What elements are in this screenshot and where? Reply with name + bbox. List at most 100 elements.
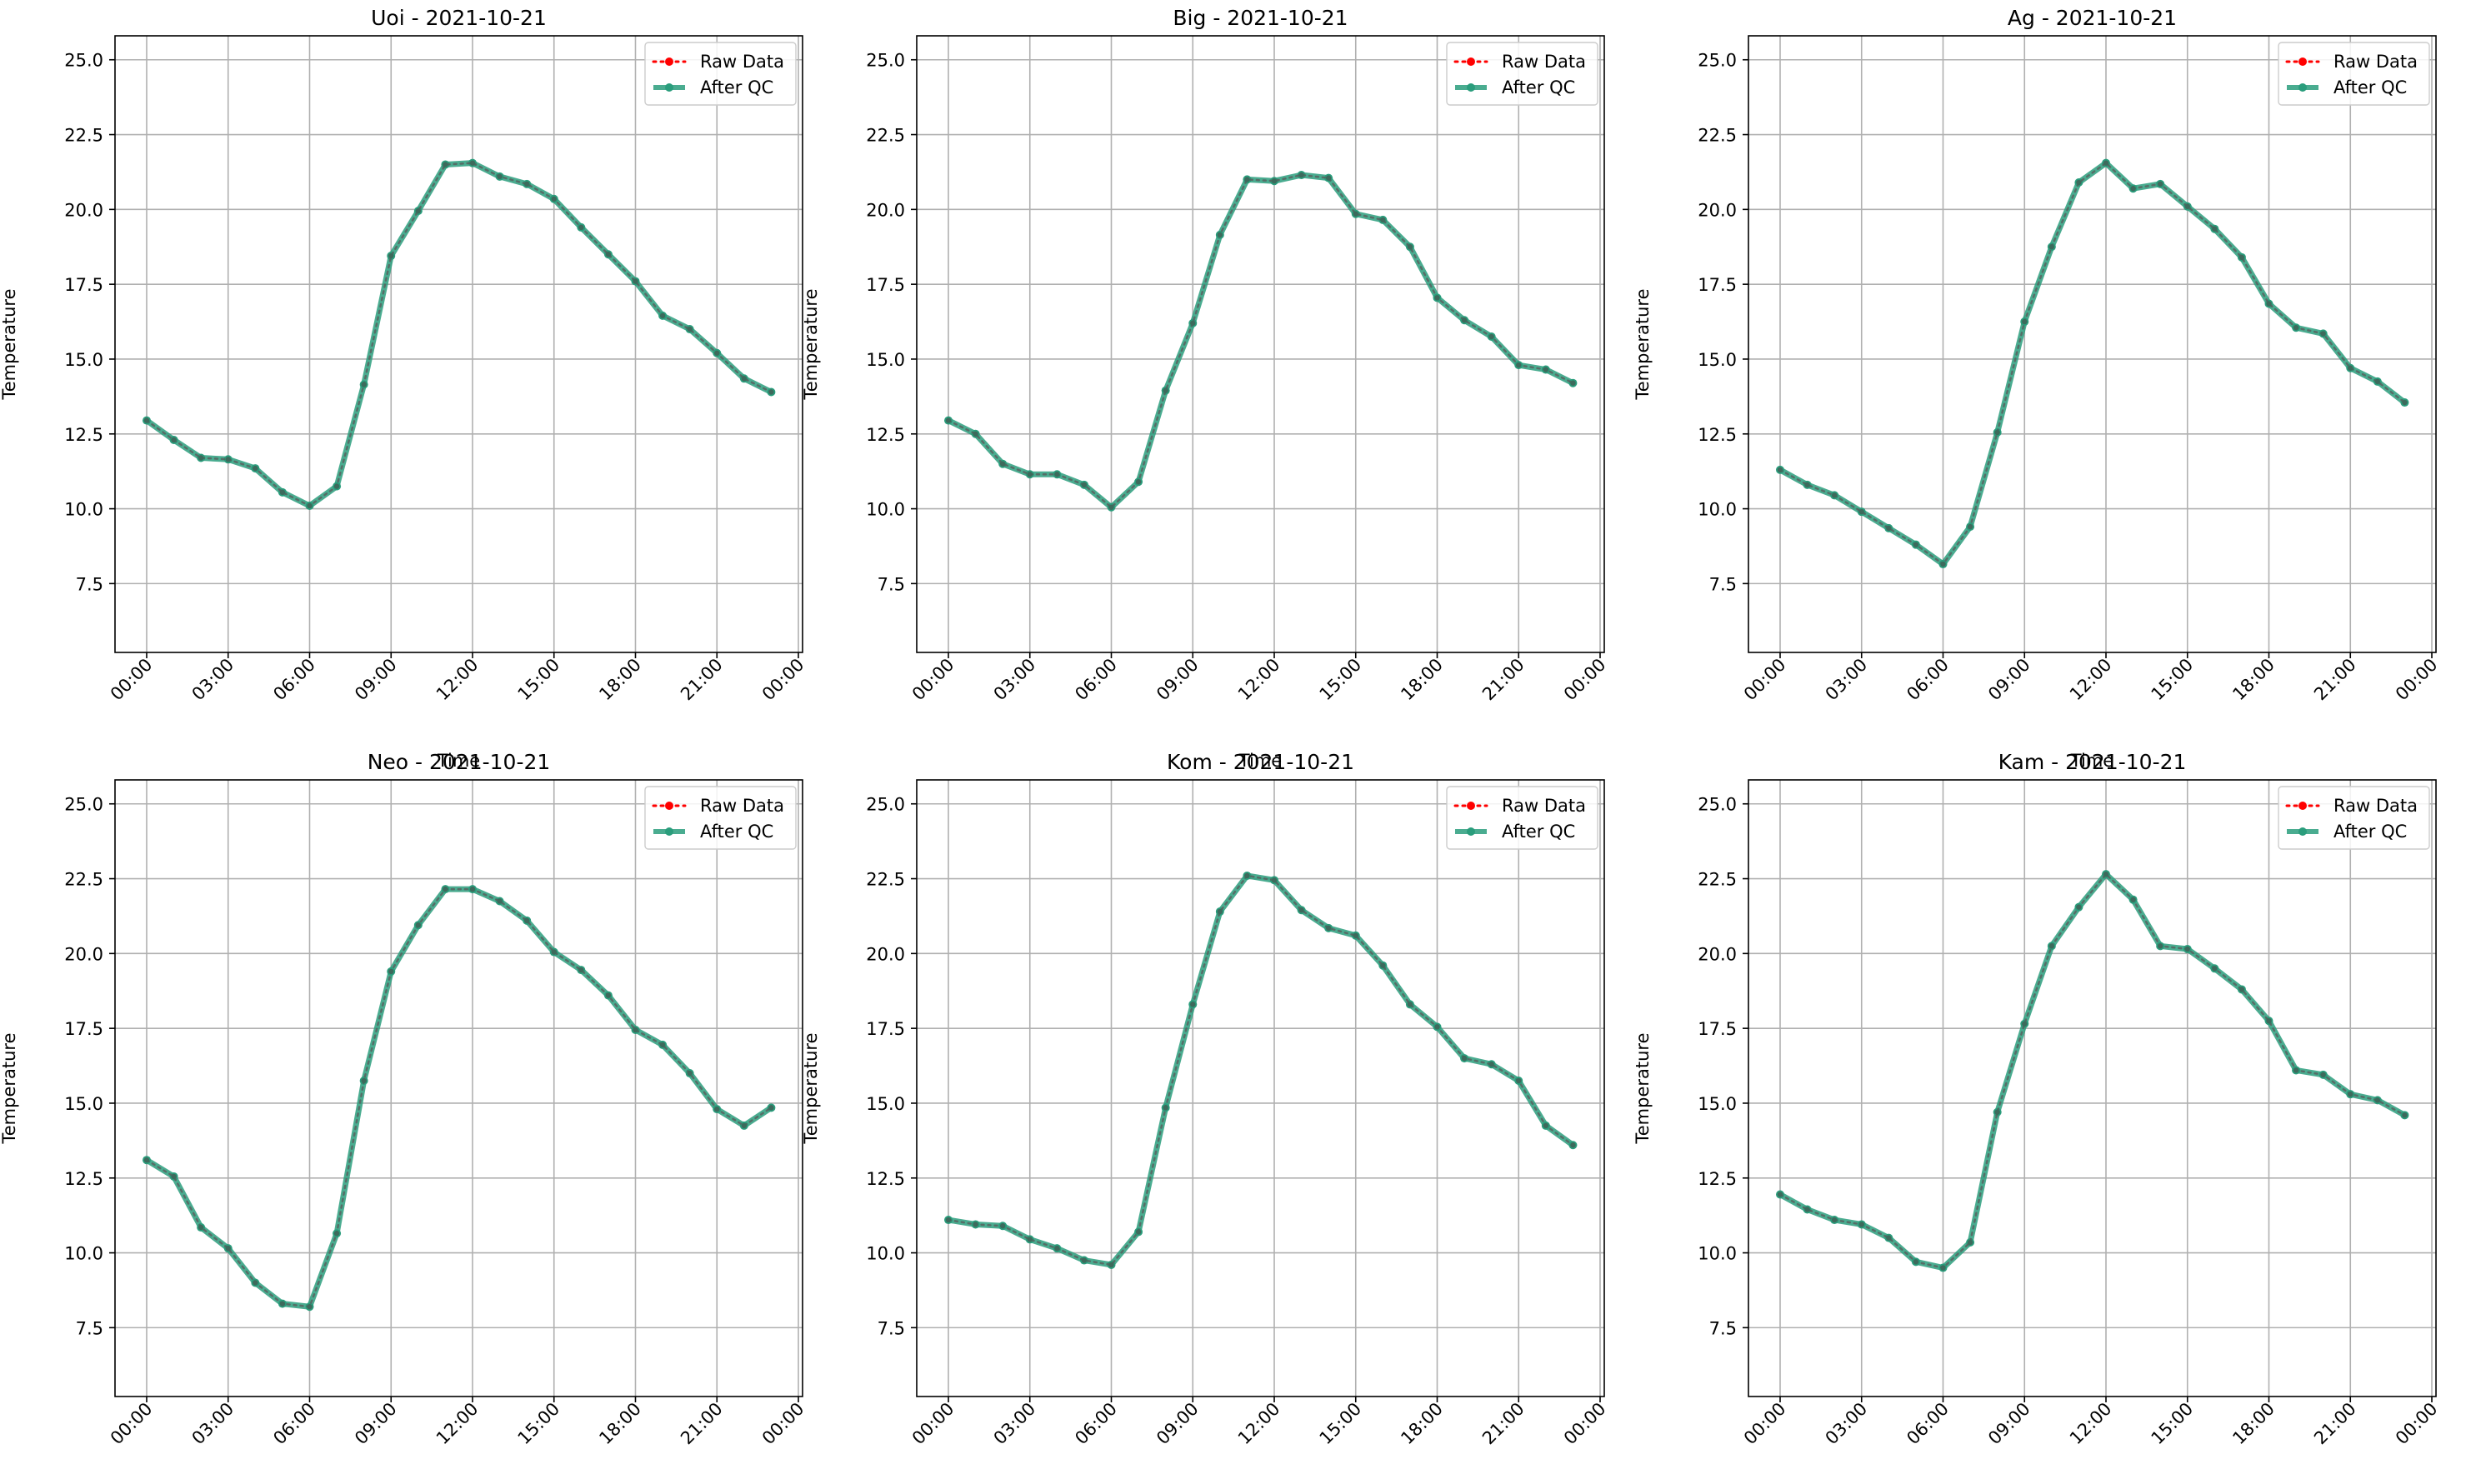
raw-data-point (1940, 561, 1946, 567)
raw-data-point (198, 1224, 204, 1231)
x-tick-label: 15:00 (2148, 655, 2198, 705)
subplot-2: 7.5 10.0 12.5 15.0 17.5 20.0 22.5 25.0 00:00 03:0… (801, 6, 1610, 771)
legend-qc-label: After QC (700, 77, 773, 97)
y-tick-label: 25.0 (1698, 51, 1737, 71)
raw-data-point (1967, 523, 1973, 530)
y-tick-label: 10.0 (866, 500, 905, 520)
x-tick-label: 15:00 (2148, 1399, 2198, 1449)
chart-title: Ag - 2021-10-21 (2008, 6, 2177, 30)
legend: Raw Data After QC (1446, 42, 1598, 106)
chart-title: Uoi - 2021-10-21 (371, 6, 547, 30)
legend-raw-label: Raw Data (700, 52, 784, 72)
raw-data-point (1135, 479, 1142, 485)
raw-data-point (2103, 160, 2109, 166)
raw-data-point (2048, 943, 2055, 949)
chart-title: Kam - 2021-10-21 (1998, 750, 2187, 774)
y-tick-label: 22.5 (64, 126, 103, 146)
raw-data-point (945, 417, 952, 423)
x-tick-label: 09:00 (1153, 1399, 1203, 1449)
x-tick-label: 12:00 (1234, 655, 1284, 705)
raw-data-point (1244, 872, 1250, 879)
raw-data-point (1777, 1192, 1783, 1197)
raw-data-point (1081, 1257, 1088, 1263)
plot-area (917, 780, 1604, 1397)
subplot-5: 7.5 10.0 12.5 15.0 17.5 20.0 22.5 25.0 00:00 03:0… (801, 750, 1610, 1449)
raw-data-point (2374, 378, 2381, 385)
x-tick-label: 00:00 (758, 1399, 808, 1449)
grid (917, 780, 1604, 1397)
raw-data-point (1488, 333, 1494, 340)
raw-data-point (768, 389, 774, 395)
y-tick-label: 22.5 (64, 870, 103, 890)
chart-title: Neo - 2021-10-21 (368, 750, 551, 774)
raw-data-point (551, 196, 557, 202)
raw-data-point (1163, 1105, 1168, 1111)
grid (115, 36, 803, 652)
y-axis: 7.5 10.0 12.5 15.0 17.5 20.0 22.5 25.0 (1698, 51, 1748, 594)
legend-raw-marker (1467, 57, 1475, 66)
series (944, 871, 1578, 1269)
raw-data-point (1434, 295, 1440, 301)
raw-data-point (2348, 1091, 2353, 1097)
y-tick-label: 22.5 (866, 126, 905, 146)
legend-qc-label: After QC (2333, 77, 2407, 97)
x-tick-label: 06:00 (269, 1399, 319, 1449)
y-tick-label: 7.5 (878, 574, 905, 594)
y-axis: 7.5 10.0 12.5 15.0 17.5 20.0 22.5 25.0 (64, 51, 115, 594)
y-tick-label: 20.0 (64, 200, 103, 220)
axes-frame (1748, 35, 2437, 653)
raw-data-point (973, 431, 978, 437)
x-tick-label: 12:00 (2066, 1399, 2116, 1449)
subplot-6: 7.5 10.0 12.5 15.0 17.5 20.0 22.5 25.0 00:00 03:0… (1633, 750, 2442, 1449)
raw-data-point (2184, 946, 2190, 952)
raw-data-point (741, 376, 748, 382)
raw-data-point (1858, 508, 1864, 515)
raw-data-point (307, 1304, 313, 1310)
raw-data-point (1190, 320, 1196, 327)
raw-data-point (497, 173, 503, 180)
raw-data-point (253, 465, 258, 472)
raw-data-point (999, 1223, 1006, 1229)
x-axis: 00:00 03:00 06:00 09:00 12:00 15:00 18:00 21:00… (908, 652, 1610, 704)
raw-data-point (1271, 178, 1278, 184)
raw-data-point (361, 1077, 367, 1084)
y-axis-label: Temperature (801, 1032, 821, 1144)
x-tick-label: 12:00 (433, 655, 483, 705)
y-tick-label: 25.0 (64, 51, 103, 71)
legend-raw-marker (2298, 57, 2307, 66)
raw-data-point (1271, 877, 1278, 883)
x-tick-label: 09:00 (351, 655, 401, 705)
raw-data-point (361, 382, 367, 387)
raw-data-point (1325, 175, 1332, 181)
legend-qc-label: After QC (1502, 822, 1575, 842)
raw-data-point (973, 1222, 978, 1227)
x-tick-label: 03:00 (188, 655, 238, 705)
legend-raw-label: Raw Data (1502, 796, 1586, 816)
raw-data-point (469, 886, 476, 892)
raw-data-point (1967, 1239, 1973, 1246)
grid (917, 36, 1604, 652)
raw-data-point (633, 1027, 638, 1033)
x-axis-label: Time (1238, 751, 1282, 771)
raw-data-point (1380, 217, 1386, 223)
x-tick-label: 00:00 (908, 655, 958, 705)
legend-raw-label: Raw Data (2333, 796, 2418, 816)
raw-data-point (1407, 244, 1413, 250)
raw-data-point (415, 922, 422, 928)
raw-data-point (2238, 254, 2245, 261)
y-axis-label: Temperature (1633, 1032, 1653, 1144)
raw-data-point (1488, 1062, 1494, 1067)
raw-data-point (1027, 472, 1033, 477)
raw-data-point (1461, 317, 1468, 323)
raw-data-point (2402, 399, 2408, 406)
raw-data-point (633, 278, 638, 284)
raw-data-point (1054, 1245, 1060, 1252)
legend: Raw Data After QC (2278, 786, 2430, 850)
y-axis-label: Temperature (1633, 288, 1653, 400)
y-tick-label: 15.0 (1698, 350, 1737, 370)
y-axis: 7.5 10.0 12.5 15.0 17.5 20.0 22.5 25.0 (1698, 795, 1748, 1338)
raw-data-point (2293, 1067, 2299, 1073)
raw-data-point (443, 886, 448, 892)
x-tick-label: 00:00 (1560, 1399, 1610, 1449)
